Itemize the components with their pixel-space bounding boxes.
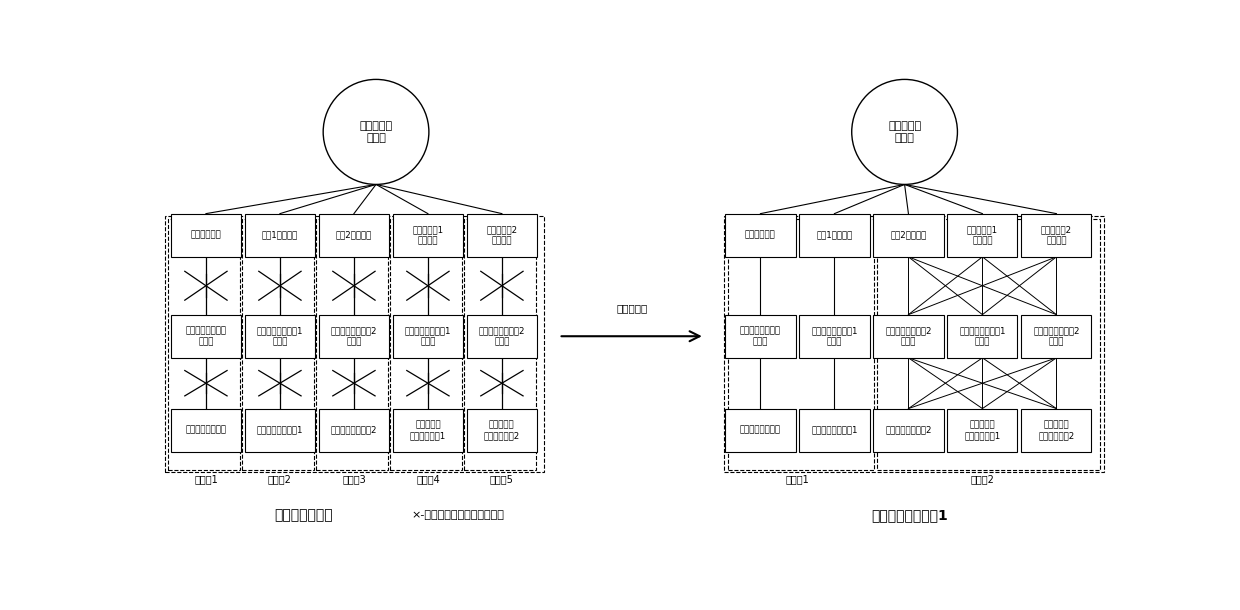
Text: 模式管理教
员系统: 模式管理教 员系统 (888, 121, 921, 143)
Bar (171, 214, 241, 257)
Bar (169, 219, 239, 470)
Bar (877, 219, 1100, 470)
Text: 模拟驾驶器
仿真培训环境2: 模拟驾驶器 仿真培训环境2 (1038, 420, 1075, 440)
Text: 车站仿真培训单元1
客户端: 车站仿真培训单元1 客户端 (811, 326, 858, 346)
Text: 模拟驾驶器1
教员系统: 模拟驾驶器1 教员系统 (967, 226, 998, 245)
Text: 模式管理教
员系统: 模式管理教 员系统 (360, 121, 393, 143)
Text: 车站仿真培训环境2: 车站仿真培训环境2 (885, 426, 931, 435)
Ellipse shape (852, 79, 957, 184)
Bar (393, 214, 463, 257)
Text: 培训组5: 培训组5 (490, 475, 513, 484)
Text: 车站1教员系统: 车站1教员系统 (816, 231, 853, 240)
Text: 模拟驾驶器
仿真培训环境2: 模拟驾驶器 仿真培训环境2 (484, 420, 520, 440)
Text: 车站仿真培训单元2
客户端: 车站仿真培训单元2 客户端 (885, 326, 931, 346)
Bar (800, 214, 869, 257)
Bar (1022, 214, 1091, 257)
Text: 调度仿真培训单元
客户端: 调度仿真培训单元 客户端 (740, 326, 781, 346)
Text: 车站仿真培训环境1: 车站仿真培训环境1 (257, 426, 303, 435)
Text: 培训组1: 培训组1 (193, 475, 218, 484)
Bar (393, 315, 463, 358)
Bar (1022, 315, 1091, 358)
Bar (728, 219, 874, 470)
Text: 培训组2: 培训组2 (971, 475, 994, 484)
Bar (466, 214, 537, 257)
Text: 车站1教员系统: 车站1教员系统 (262, 231, 298, 240)
Text: 乘务仿真培训单元2
客户端: 乘务仿真培训单元2 客户端 (479, 326, 526, 346)
Text: 模拟驾驶器2
教员系统: 模拟驾驶器2 教员系统 (1040, 226, 1073, 245)
Bar (171, 315, 241, 358)
Bar (947, 409, 1018, 452)
Text: 乘务仿真培训单元1
客户端: 乘务仿真培训单元1 客户端 (404, 326, 451, 346)
Text: 培训组3: 培训组3 (342, 475, 366, 484)
Bar (800, 409, 869, 452)
Bar (873, 315, 944, 358)
Bar (1022, 409, 1091, 452)
Bar (319, 409, 389, 452)
Bar (244, 214, 315, 257)
Bar (873, 214, 944, 257)
Bar (800, 315, 869, 358)
Bar (725, 409, 796, 452)
Text: 调度教员系统: 调度教员系统 (191, 231, 221, 240)
Bar (316, 219, 388, 470)
Text: ×-代表模式转换时需断开连接: ×-代表模式转换时需断开连接 (412, 510, 505, 520)
Bar (319, 315, 389, 358)
Text: 模拟驾驶器
仿真培训环境1: 模拟驾驶器 仿真培训环境1 (409, 420, 446, 440)
Text: 模拟驾驶器1
教员系统: 模拟驾驶器1 教员系统 (413, 226, 444, 245)
Text: 乘务仿真培训单元1
客户端: 乘务仿真培训单元1 客户端 (960, 326, 1006, 346)
Bar (725, 315, 796, 358)
Text: 车站仿真培训环境2: 车站仿真培训环境2 (331, 426, 377, 435)
Ellipse shape (324, 79, 429, 184)
Text: 车站仿真培训环境1: 车站仿真培训环境1 (811, 426, 858, 435)
Text: 培训组2: 培训组2 (268, 475, 291, 484)
Text: 调度仿真培训环境: 调度仿真培训环境 (186, 426, 227, 435)
Bar (947, 214, 1018, 257)
Text: 调度仿真培训环境: 调度仿真培训环境 (740, 426, 781, 435)
Bar (171, 409, 241, 452)
Bar (391, 219, 461, 470)
Text: 调度仿真培训单元
客户端: 调度仿真培训单元 客户端 (186, 326, 227, 346)
Bar (319, 214, 389, 257)
Text: 车站仿真培训单元1
客户端: 车站仿真培训单元1 客户端 (257, 326, 303, 346)
Bar (243, 219, 314, 470)
Text: 车站仿真培训单元2
客户端: 车站仿真培训单元2 客户端 (331, 326, 377, 346)
Text: 调度教员系统: 调度教员系统 (745, 231, 776, 240)
Text: 车站2教员系统: 车站2教员系统 (890, 231, 926, 240)
Bar (947, 315, 1018, 358)
Text: 车站2教员系统: 车站2教员系统 (336, 231, 372, 240)
Text: 模拟驾驶器2
教员系统: 模拟驾驶器2 教员系统 (486, 226, 517, 245)
Text: 培训组1: 培训组1 (785, 475, 808, 484)
Text: 培训组重组: 培训组重组 (616, 303, 647, 313)
Bar (393, 409, 463, 452)
Bar (724, 217, 1104, 472)
Bar (873, 409, 944, 452)
Bar (466, 409, 537, 452)
Bar (244, 315, 315, 358)
Bar (465, 219, 536, 470)
Text: 部分联合培训模式1: 部分联合培训模式1 (870, 508, 947, 522)
Text: 模拟驾驶器
仿真培训环境1: 模拟驾驶器 仿真培训环境1 (965, 420, 1001, 440)
Text: 全独立培训模式: 全独立培训模式 (274, 508, 334, 522)
Bar (466, 315, 537, 358)
Text: 培训组4: 培训组4 (417, 475, 440, 484)
Bar (244, 409, 315, 452)
Text: 乘务仿真培训单元2
客户端: 乘务仿真培训单元2 客户端 (1033, 326, 1080, 346)
Bar (725, 214, 796, 257)
Bar (165, 217, 544, 472)
